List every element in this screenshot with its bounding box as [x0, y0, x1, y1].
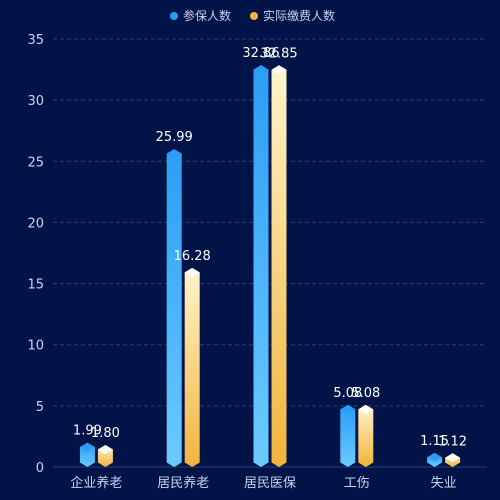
bar-cap [97, 444, 113, 454]
x-axis: 企业养老 居民养老 居民医保 工伤 失业 [70, 475, 456, 491]
bar [271, 65, 287, 467]
legend-label: 参保人数 [183, 8, 231, 23]
y-tick-label: 10 [27, 339, 44, 354]
bar-cap [166, 149, 182, 159]
x-tick-label: 居民医保 [244, 476, 296, 491]
x-tick-label: 失业 [431, 476, 457, 491]
data-label: 1.12 [438, 434, 467, 449]
legend-marker [250, 12, 258, 20]
data-label: 5.08 [351, 386, 380, 401]
grid [53, 38, 487, 468]
x-tick-label: 企业养老 [70, 475, 122, 491]
legend-marker [170, 12, 178, 20]
data-label: 32.85 [260, 46, 297, 61]
data-label: 16.28 [174, 249, 211, 264]
bar [184, 267, 200, 467]
data-label: 32.86 [242, 46, 279, 61]
y-axis: 0 5 10 15 20 25 30 35 [27, 33, 44, 476]
legend-label: 实际缴费人数 [263, 8, 335, 23]
data-label: 1.15 [420, 434, 449, 449]
data-label: 25.99 [156, 130, 193, 145]
bar-cap [358, 404, 374, 414]
y-tick-label: 35 [27, 33, 44, 48]
x-tick-label: 居民养老 [157, 475, 209, 491]
data-label: 1.80 [91, 426, 120, 441]
bar-cap [184, 267, 200, 277]
bar [340, 404, 356, 467]
bar [166, 149, 182, 467]
y-tick-label: 0 [36, 461, 44, 476]
bar-cap [340, 404, 356, 414]
y-tick-label: 30 [27, 94, 44, 109]
bar-cap [427, 452, 443, 462]
data-label: 1.99 [73, 424, 102, 439]
bar [358, 404, 374, 467]
bar-cap [271, 65, 287, 75]
bar-cap [253, 65, 269, 75]
y-tick-label: 5 [36, 400, 44, 415]
legend: 参保人数 实际缴费人数 [170, 8, 335, 23]
y-tick-label: 20 [27, 216, 44, 231]
bar [253, 65, 269, 468]
data-label: 5.08 [333, 386, 362, 401]
y-tick-label: 25 [27, 155, 44, 170]
y-tick-label: 15 [27, 278, 44, 293]
x-tick-label: 工伤 [344, 476, 370, 491]
bars [79, 65, 461, 468]
bar-cap [445, 453, 461, 463]
bar-cap [79, 442, 95, 452]
